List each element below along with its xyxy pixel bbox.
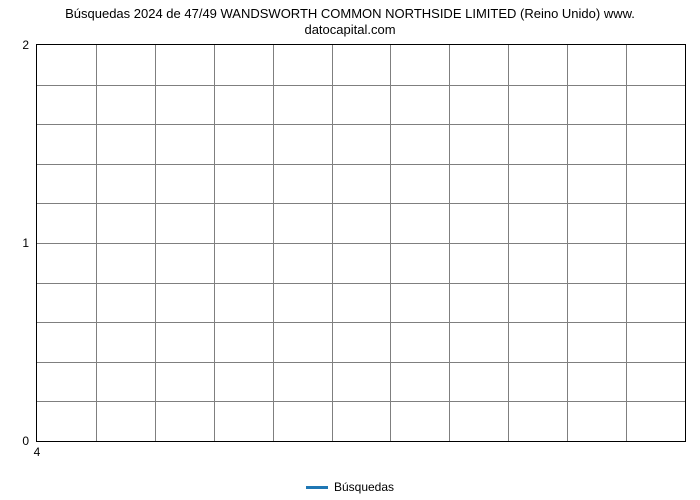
x-tick-label: 4 (34, 445, 41, 459)
plot-area-wrap: 0124 (36, 44, 686, 442)
grid-v-minor (449, 45, 450, 441)
grid-h-minor (37, 322, 685, 323)
grid-h-minor (37, 85, 685, 86)
grid-h-minor (37, 401, 685, 402)
grid-h-minor (37, 164, 685, 165)
grid-h-minor (37, 362, 685, 363)
legend: Búsquedas (0, 480, 700, 494)
grid-v-minor (332, 45, 333, 441)
plot-area: 0124 (36, 44, 686, 442)
grid-v-minor (273, 45, 274, 441)
title-line-2: datocapital.com (304, 22, 395, 37)
grid-h-minor (37, 203, 685, 204)
grid-h-minor (37, 283, 685, 284)
legend-swatch (306, 486, 328, 489)
grid-v-minor (390, 45, 391, 441)
title-line-1: Búsquedas 2024 de 47/49 WANDSWORTH COMMO… (65, 6, 635, 21)
grid-h-minor (37, 124, 685, 125)
grid-v-minor (626, 45, 627, 441)
grid-v-minor (214, 45, 215, 441)
grid-v-minor (508, 45, 509, 441)
y-tick-label: 0 (22, 434, 29, 448)
chart-title: Búsquedas 2024 de 47/49 WANDSWORTH COMMO… (0, 6, 700, 39)
grid-v-minor (155, 45, 156, 441)
y-tick-label: 1 (22, 236, 29, 250)
grid-v-minor (567, 45, 568, 441)
legend-label: Búsquedas (334, 480, 394, 494)
y-tick-label: 2 (22, 38, 29, 52)
grid-h-major (37, 243, 685, 244)
grid-v-minor (96, 45, 97, 441)
